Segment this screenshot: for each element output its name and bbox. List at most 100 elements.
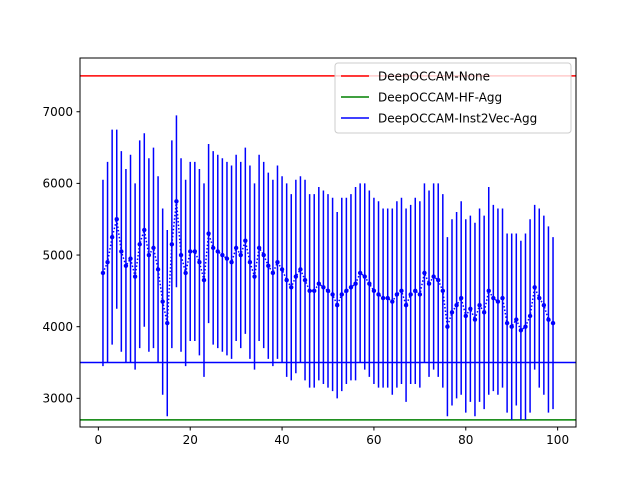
data-point [426,281,432,286]
data-point [477,302,482,308]
data-point [243,238,248,243]
data-point [334,302,340,308]
data-point [440,288,446,294]
data-point [114,217,119,222]
y-tick-label: 7000 [42,105,73,119]
data-point [151,245,156,251]
x-tick-label: 100 [546,433,569,447]
data-point [413,288,418,294]
data-point [210,245,216,251]
data-point [100,270,106,276]
data-point [192,249,198,254]
data-point [371,288,377,294]
data-point [146,252,152,258]
data-point [128,256,133,261]
data-point [206,231,211,236]
data-point [417,292,423,297]
data-point [362,274,367,279]
data-point [247,260,253,265]
data-point [266,263,271,268]
y-tick-label: 4000 [42,320,73,334]
data-point [546,317,551,322]
data-point [279,267,285,272]
legend-label-hf-agg: DeepOCCAM-HF-Agg [378,91,502,105]
data-point [458,295,464,301]
data-point [509,324,514,329]
y-tick-label: 6000 [42,177,73,191]
data-point [142,227,147,233]
x-tick-label: 40 [274,433,289,447]
data-point [408,292,413,297]
data-point [367,281,372,286]
legend: DeepOCCAM-None DeepOCCAM-HF-Agg DeepOCCA… [334,62,572,134]
data-point [468,306,473,311]
data-point [394,292,400,297]
data-point [385,295,390,301]
data-point [344,288,349,294]
data-point [298,267,303,272]
x-tick-label: 0 [95,433,103,447]
x-tick-label: 80 [458,433,473,447]
data-point [137,242,142,247]
data-point [463,313,468,319]
data-point [289,285,294,290]
data-point [357,270,363,276]
data-point [197,260,202,265]
data-point [399,288,404,294]
data-point [550,320,556,326]
data-point [316,281,322,286]
data-point [132,274,138,279]
y-tick-label: 5000 [42,248,73,262]
data-point [220,252,225,258]
data-point [495,299,501,304]
data-point [201,277,207,283]
data-point [275,260,280,265]
plot-area [80,75,576,421]
data-point [109,234,115,240]
data-point [436,277,441,283]
data-point [238,252,243,258]
data-point [353,281,358,286]
data-point [169,242,175,247]
data-point [445,324,450,329]
data-point [491,295,496,301]
data-point [339,292,344,297]
data-point [330,292,335,297]
data-point [541,302,547,308]
data-point [504,320,510,326]
data-point [215,249,220,254]
data-point [261,252,266,258]
data-point [403,302,409,308]
data-point [174,199,179,204]
data-point [523,324,528,329]
data-point [481,310,487,315]
data-point [252,274,257,279]
data-point [537,295,542,301]
data-point [380,295,386,301]
data-point [312,288,317,294]
data-point [431,274,436,279]
data-point [302,277,308,283]
data-point [422,270,427,276]
data-point [183,270,188,276]
data-point [454,302,459,308]
x-tick-label: 60 [366,433,381,447]
data-point [105,260,110,265]
x-tick-label: 20 [183,433,198,447]
data-point [376,292,381,297]
data-point [224,256,230,261]
data-point [321,285,326,290]
data-point [307,288,312,294]
data-point [527,313,533,319]
data-point [188,249,193,254]
axes-frame [79,57,577,428]
data-point [325,288,331,294]
data-point [256,245,262,251]
axis-ticks: 0 20 40 60 80 100 3000 4000 5000 6000 7000 [42,105,569,447]
data-point [270,270,276,276]
data-point [348,285,354,290]
data-point [500,295,505,301]
legend-label-none: DeepOCCAM-None [378,70,490,84]
data-point [165,320,170,326]
